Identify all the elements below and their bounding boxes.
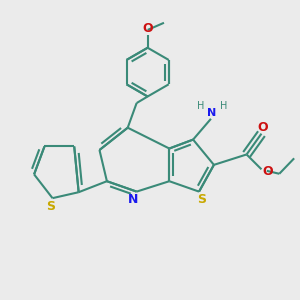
Text: O: O — [263, 165, 273, 178]
Text: N: N — [207, 108, 216, 118]
Text: H: H — [197, 101, 204, 111]
Text: O: O — [142, 22, 153, 35]
Text: N: N — [128, 194, 138, 206]
Text: H: H — [220, 101, 227, 111]
Text: S: S — [46, 200, 56, 213]
Text: S: S — [197, 194, 206, 206]
Text: O: O — [258, 121, 268, 134]
